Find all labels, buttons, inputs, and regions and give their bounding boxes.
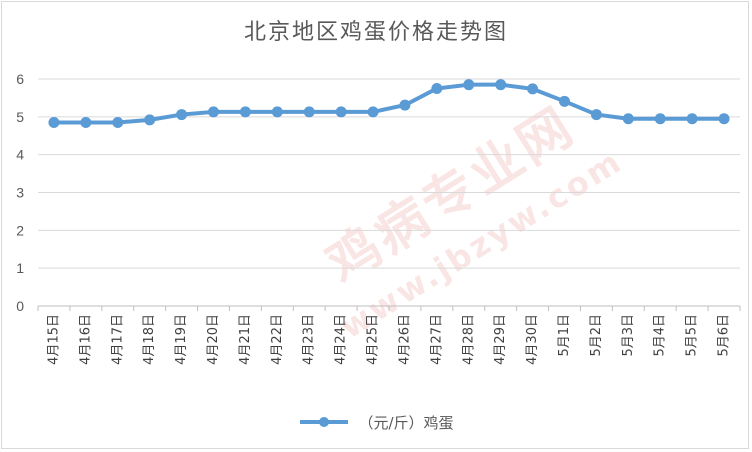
x-tick-label: 4月26日 [397,314,412,365]
x-tick-label: 4月25日 [366,314,381,365]
data-point [686,113,698,125]
data-point [527,83,539,95]
data-point [590,109,602,121]
y-tick-label: 4 [16,147,24,163]
x-tick-label: 4月22日 [270,314,285,365]
data-point [271,106,283,118]
x-tick-label: 4月29日 [493,314,508,365]
x-tick-label: 4月28日 [461,314,476,365]
x-tick-label: 4月27日 [429,314,444,365]
x-tick-label: 4月30日 [525,314,540,365]
data-point [654,113,666,125]
x-tick-label: 5月3日 [621,314,636,357]
data-point [48,117,60,129]
y-tick-label: 6 [16,71,24,87]
legend-line-marker [300,417,349,427]
data-point [399,99,411,111]
x-tick-label: 4月20日 [206,314,221,365]
data-point [495,79,507,91]
x-tick-label: 4月21日 [238,314,253,365]
x-tick-label: 5月2日 [589,314,604,357]
x-tick-label: 4月17日 [110,314,125,365]
y-tick-label: 5 [16,109,24,125]
legend-label: （元/斤）鸡蛋 [358,413,454,432]
chart-title: 北京地区鸡蛋价格走势图 [243,20,508,45]
data-point [718,113,730,125]
x-tick-label: 4月19日 [174,314,189,365]
x-tick-label: 5月4日 [653,314,668,357]
x-tick-label: 4月24日 [334,314,349,365]
x-tick-label: 5月1日 [557,314,572,357]
legend: （元/斤）鸡蛋 [0,410,752,434]
data-point [144,114,156,126]
data-point [463,79,475,91]
y-tick-label: 1 [16,260,24,276]
y-tick-label: 0 [16,298,24,314]
x-tick-label: 4月18日 [142,314,157,365]
y-tick-label: 3 [16,185,24,201]
x-tick-label: 4月15日 [46,314,61,365]
data-point [208,106,219,118]
x-tick-label: 4月16日 [78,314,93,365]
data-point [622,113,634,125]
data-point [303,106,315,118]
data-point [239,106,251,118]
x-tick-label: 5月6日 [717,314,732,357]
data-point [80,117,92,129]
data-point [335,106,347,118]
x-tick-label: 4月23日 [302,314,317,365]
data-point [176,109,188,121]
data-point [559,95,570,107]
y-tick-label: 2 [16,222,24,238]
data-point [112,117,124,129]
data-point [367,106,379,118]
x-tick-label: 5月5日 [685,314,700,357]
data-point [431,82,443,94]
series-line [51,82,727,125]
